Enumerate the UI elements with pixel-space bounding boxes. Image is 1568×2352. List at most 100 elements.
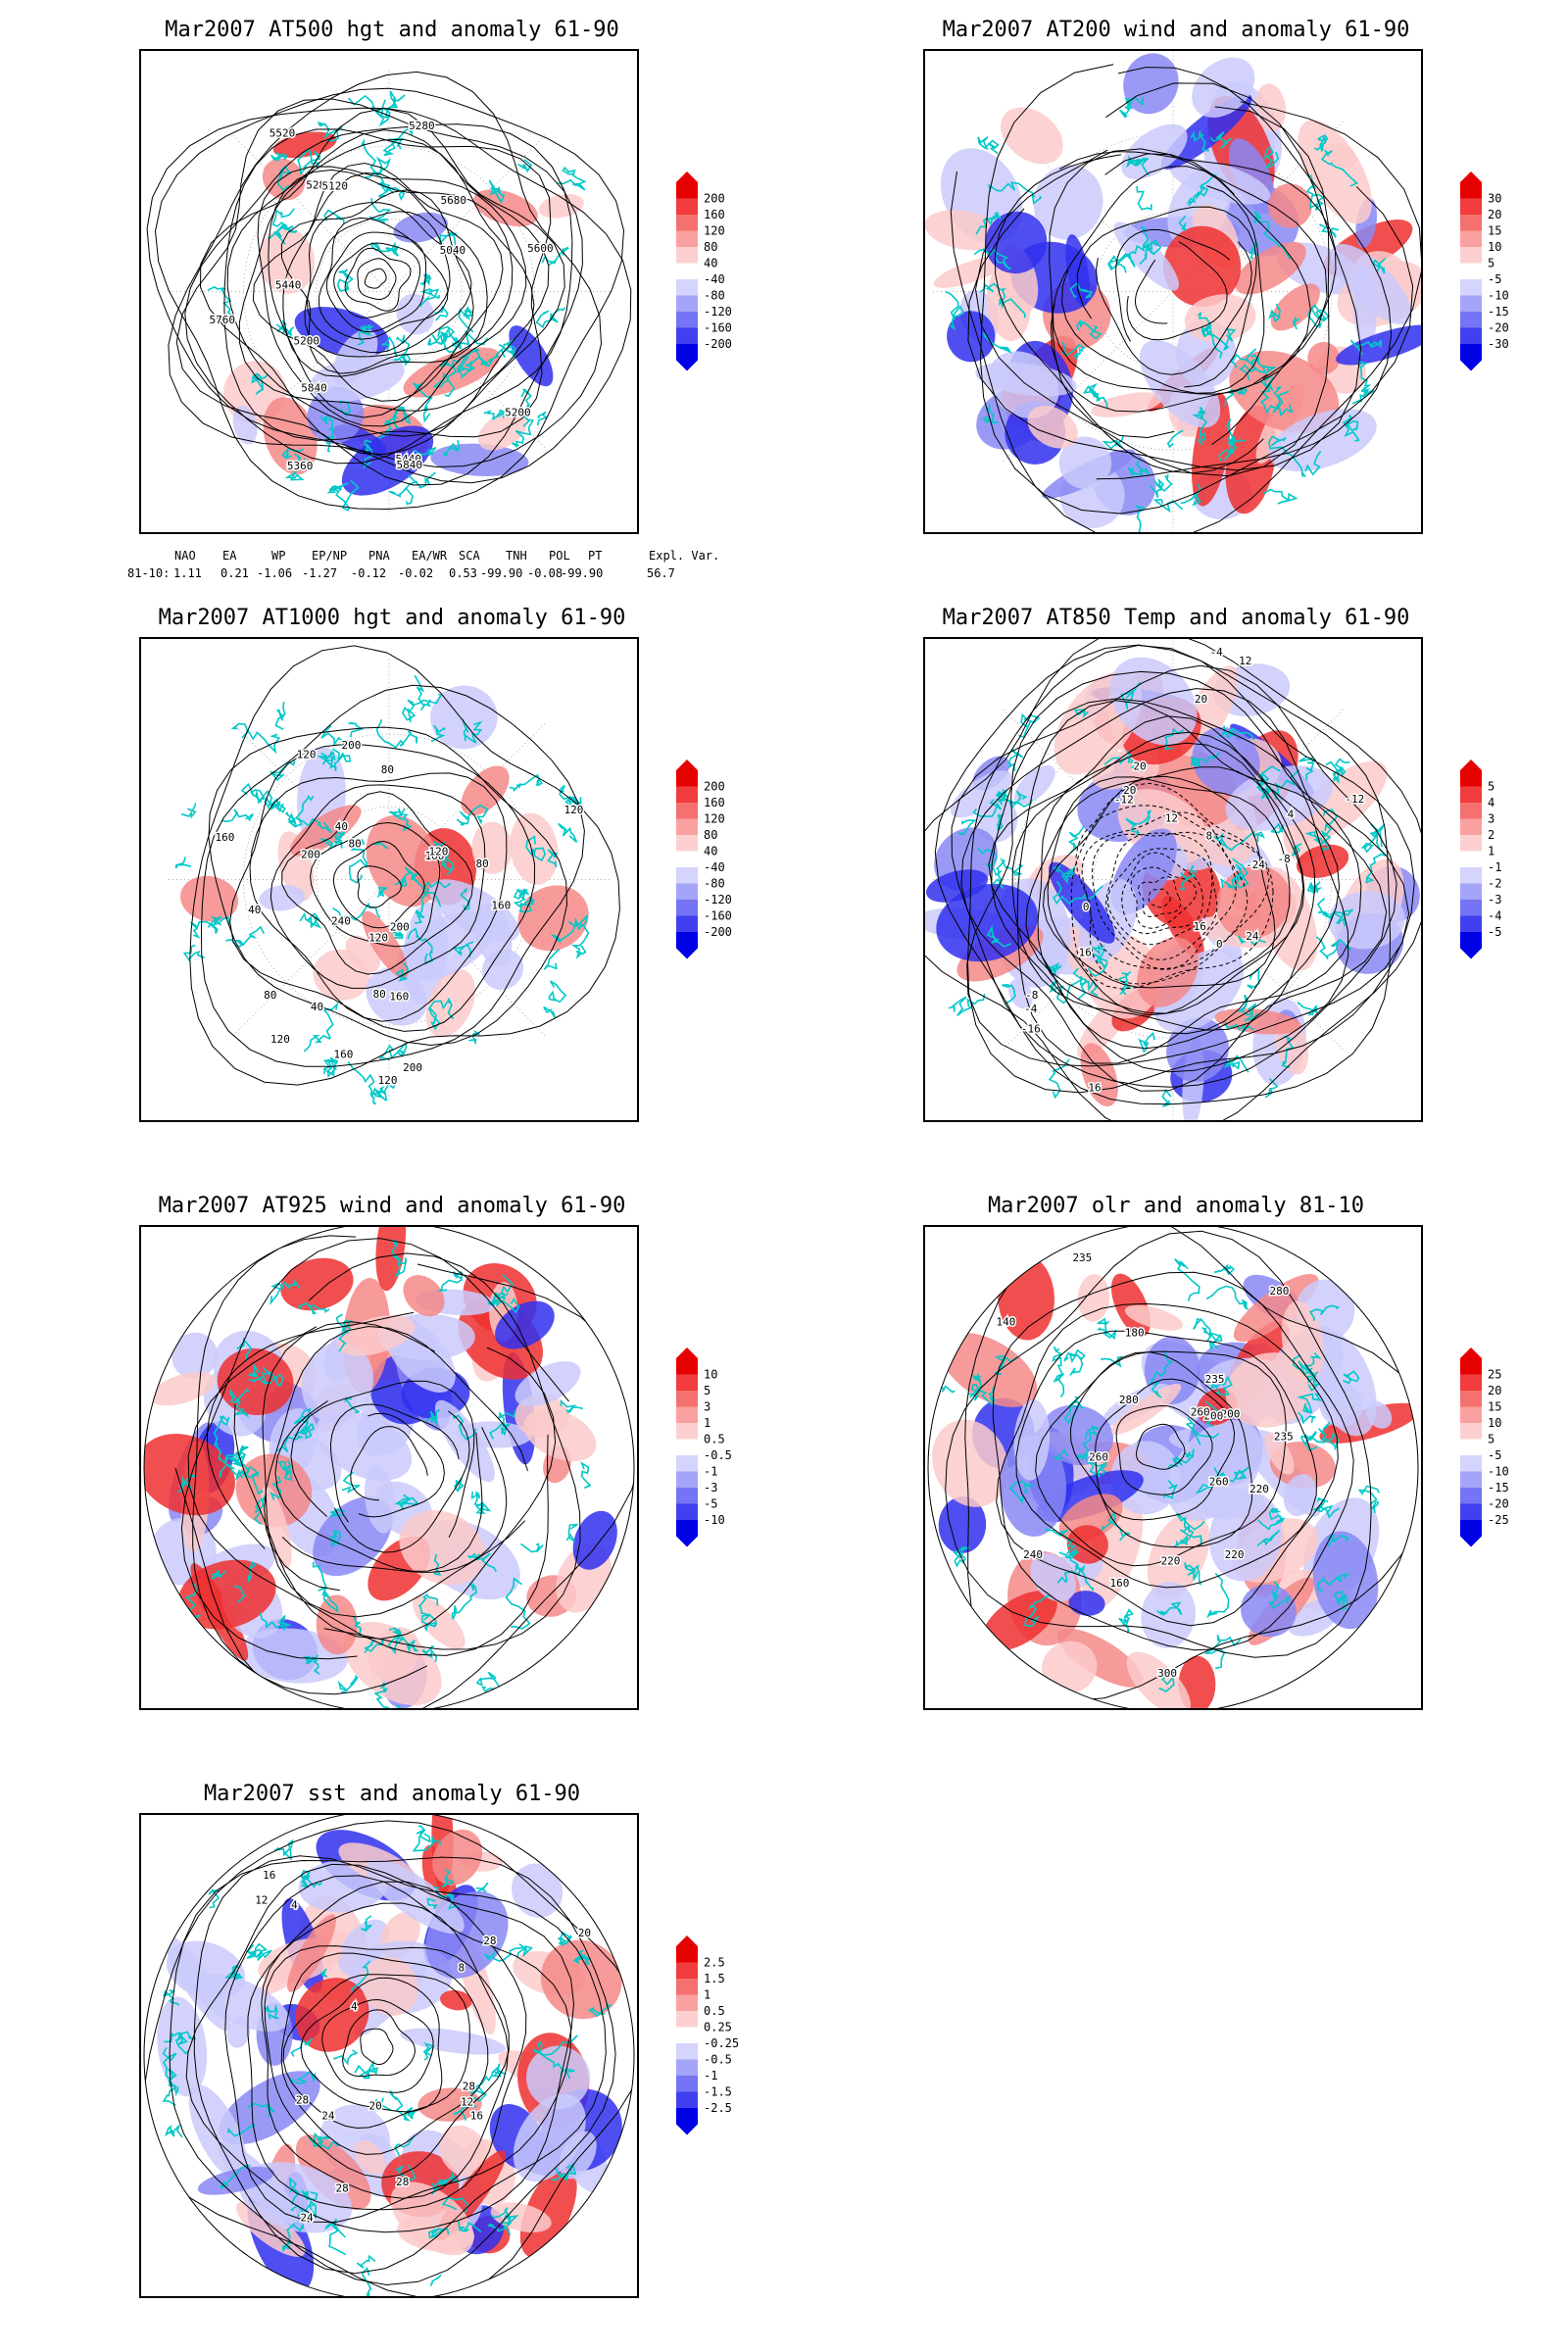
colorbar: 30 20 15 10 5 -5 -10 -15 -20 -30 — [1460, 172, 1548, 385]
map-svg: 8012080120402004080160120160120160200240… — [169, 645, 620, 1104]
colorbar-tick-label: 20 — [1488, 1384, 1501, 1397]
colorbar-swatch — [676, 295, 698, 312]
colorbar-top-arrow — [676, 172, 698, 182]
colorbar-tick-label: 25 — [1488, 1368, 1501, 1382]
contour-label: -16 — [1021, 1023, 1041, 1036]
contour-label: 40 — [335, 820, 348, 833]
map-frame — [139, 1225, 639, 1710]
projection-edge — [143, 1227, 635, 1708]
panel-title: Mar2007 AT200 wind and anomaly 61-90 — [942, 18, 1410, 42]
contour-label: 280 — [1269, 1285, 1289, 1298]
contour-label: 8 — [458, 1961, 465, 1974]
contour-label: 280 — [1119, 1394, 1139, 1406]
contour-label: 200 — [342, 739, 362, 752]
colorbar-tick-label: -80 — [704, 289, 725, 303]
colorbar-tick-label: 20 — [1488, 208, 1501, 221]
colorbar-swatch — [1460, 263, 1482, 279]
projection-edge — [143, 1815, 635, 2296]
colorbar-swatch — [1460, 818, 1482, 835]
panel-at925: Mar2007 AT925 wind and anomaly 61-90 10 5… — [0, 1176, 784, 1764]
colorbar-tick-label: -160 — [704, 321, 732, 335]
colorbar-tick-label: 3 — [1488, 812, 1494, 826]
colorbar-tick-label: -120 — [704, 305, 732, 318]
colorbar-swatch — [1460, 1391, 1482, 1407]
contour-label: 16 — [470, 2109, 483, 2122]
contour-label: 28 — [296, 2093, 309, 2106]
colorbar-tick-label: -40 — [704, 860, 725, 874]
colorbar: 25 20 15 10 5 -5 -10 -15 -20 -25 — [1460, 1348, 1548, 1561]
panel-title: Mar2007 AT1000 hgt and anomaly 61-90 — [158, 606, 626, 630]
colorbar-swatch — [1460, 770, 1482, 787]
anomaly-shading — [925, 657, 1420, 1120]
panel-at1000: Mar2007 AT1000 hgt and anomaly 61-90 80 1… — [0, 588, 784, 1176]
panel-title: Mar2007 sst and anomaly 61-90 — [203, 1782, 581, 1806]
panel-title: Mar2007 AT850 Temp and anomaly 61-90 — [942, 606, 1410, 630]
contour-label: 0 — [1083, 901, 1090, 913]
colorbar-swatch — [676, 344, 698, 361]
contour-label: 4 — [351, 2000, 358, 2013]
contour-label: 80 — [476, 858, 489, 870]
colorbar-swatch — [676, 279, 698, 296]
colorbar-bottom-arrow — [676, 2124, 698, 2135]
colorbar-swatch — [676, 1406, 698, 1423]
index-value: -0.12 — [351, 566, 387, 580]
colorbar-swatch — [676, 2043, 698, 2060]
teleconnection-index-table: NAO EA WP EP/NP PNA EA/WR SCA TNH POL PT… — [127, 549, 735, 588]
contour-label: 235 — [1205, 1373, 1225, 1386]
contour-label: 5440 — [275, 278, 302, 291]
colorbar-tick-label: 0.25 — [704, 2021, 732, 2034]
colorbar: 2.5 1.5 1 0.5 0.25 -0.25 -0.5 -1 -1.5 -2.5 — [676, 1936, 764, 2149]
contour-label: 20 — [1195, 693, 1207, 706]
index-row-label: 81-10: — [127, 566, 171, 580]
colorbar-swatch — [1460, 1358, 1482, 1375]
contour-label: -4 — [1024, 1003, 1038, 1015]
anomaly-shading — [144, 1227, 617, 1708]
colorbar-swatch — [676, 786, 698, 803]
contour-label: 5600 — [527, 242, 554, 255]
index-values: 81-10: 1.11 0.21 -1.06 -1.27 -0.12 -0.02… — [127, 566, 735, 582]
contour-label: 16 — [1088, 1081, 1101, 1094]
index-header: NAO — [174, 549, 196, 563]
colorbar-tick-label: -200 — [704, 337, 732, 351]
colorbar-swatch — [676, 1520, 698, 1537]
colorbar-swatch — [676, 1994, 698, 2011]
contour-label: 80 — [264, 989, 276, 1002]
colorbar-swatch — [1460, 198, 1482, 215]
index-header: TNH — [506, 549, 527, 563]
panel-olr: Mar2007 olr and anomaly 81-10 240 260 235 2… — [784, 1176, 1568, 1764]
colorbar-swatch — [676, 2011, 698, 2028]
contour-label: 260 — [1089, 1450, 1108, 1463]
colorbar-tick-label: 10 — [1488, 1416, 1501, 1430]
map-svg: 240 260 235 220 200 180 160 140 200 220 260 280 300 2… — [927, 1227, 1419, 1708]
colorbar-tick-label: -3 — [704, 1481, 717, 1494]
colorbar-swatch — [676, 2076, 698, 2092]
colorbar-bottom-arrow — [676, 360, 698, 371]
colorbar-tick-label: -1.5 — [704, 2085, 732, 2099]
contour-label: 80 — [372, 988, 385, 1001]
contour-label: 160 — [216, 831, 235, 844]
contour-label: 80 — [381, 763, 394, 776]
colorbar-swatch — [1460, 835, 1482, 852]
panel-at500: Mar2007 AT500 hgt and anomaly 61-90 5840… — [0, 0, 784, 588]
contour-label: 4 — [291, 1899, 298, 1912]
colorbar-swatch — [676, 1503, 698, 1520]
contour-label: 5280 — [306, 179, 332, 192]
index-value: -0.08 — [527, 566, 564, 580]
contour-label: 200 — [301, 849, 320, 861]
colorbar-tick-label: -120 — [704, 893, 732, 906]
panel-title: Mar2007 AT925 wind and anomaly 61-90 — [158, 1194, 626, 1218]
contour-label: -12 — [1345, 793, 1364, 806]
contour-label: 40 — [248, 904, 261, 916]
colorbar-swatch — [676, 1358, 698, 1375]
colorbar-tick-label: -40 — [704, 272, 725, 286]
map-body: 240 260 235 220 200 180 160 140 200 220 260 280 300 2… — [928, 1227, 1418, 1708]
contour-label: 12 — [255, 1894, 268, 1907]
contour-label: 120 — [270, 1033, 290, 1046]
colorbar-swatch — [1460, 1455, 1482, 1472]
colorbar-tick-label: -5 — [1488, 1448, 1501, 1462]
colorbar-swatch — [1460, 803, 1482, 819]
colorbar-tick-label: 40 — [704, 257, 717, 270]
contour-label: -4 — [1209, 646, 1223, 659]
panel-title: Mar2007 olr and anomaly 81-10 — [987, 1194, 1365, 1218]
